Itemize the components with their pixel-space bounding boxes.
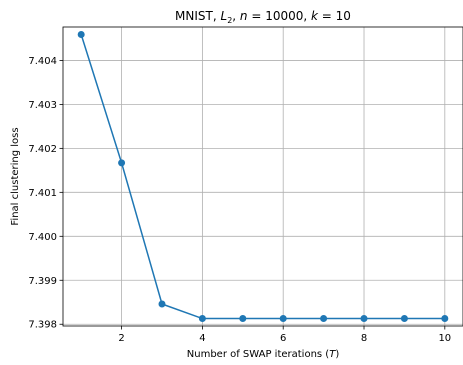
- series-layer: [77, 30, 449, 323]
- plot-frame: [62, 26, 463, 327]
- data-point: [158, 300, 166, 308]
- y-tick-label: 7.402: [28, 144, 57, 155]
- y-tick-label: 7.404: [28, 56, 57, 67]
- data-point: [360, 315, 368, 323]
- x-tick-label: 10: [438, 333, 451, 344]
- x-tick-label: 6: [280, 333, 286, 344]
- x-tick-label: 4: [199, 333, 205, 344]
- data-point: [118, 159, 126, 167]
- data-point: [441, 315, 449, 323]
- data-point: [279, 315, 287, 323]
- y-axis-label: Final clustering loss: [10, 127, 21, 225]
- data-point: [198, 315, 206, 323]
- y-tick-label: 7.399: [28, 276, 57, 287]
- data-point: [239, 315, 247, 323]
- x-axis-label: Number of SWAP iterations (T): [187, 349, 340, 360]
- y-tick-label: 7.403: [28, 100, 57, 111]
- y-tick-label: 7.401: [28, 188, 57, 199]
- chart-title: MNIST, L2, n = 10000, k = 10: [175, 9, 351, 25]
- y-tick-label: 7.398: [28, 320, 57, 331]
- x-tick-label: 8: [361, 333, 367, 344]
- y-tick-label: 7.400: [28, 232, 57, 243]
- series-line: [80, 34, 445, 320]
- axis-ticks: 2 4 6 8 10 7.398 7.399 7.400 7.401 7.402 7.403 7.40…: [28, 56, 451, 344]
- data-point: [320, 315, 328, 323]
- data-point: [77, 30, 85, 38]
- grid: [63, 27, 463, 326]
- data-point: [400, 315, 408, 323]
- x-tick-label: 2: [118, 333, 124, 344]
